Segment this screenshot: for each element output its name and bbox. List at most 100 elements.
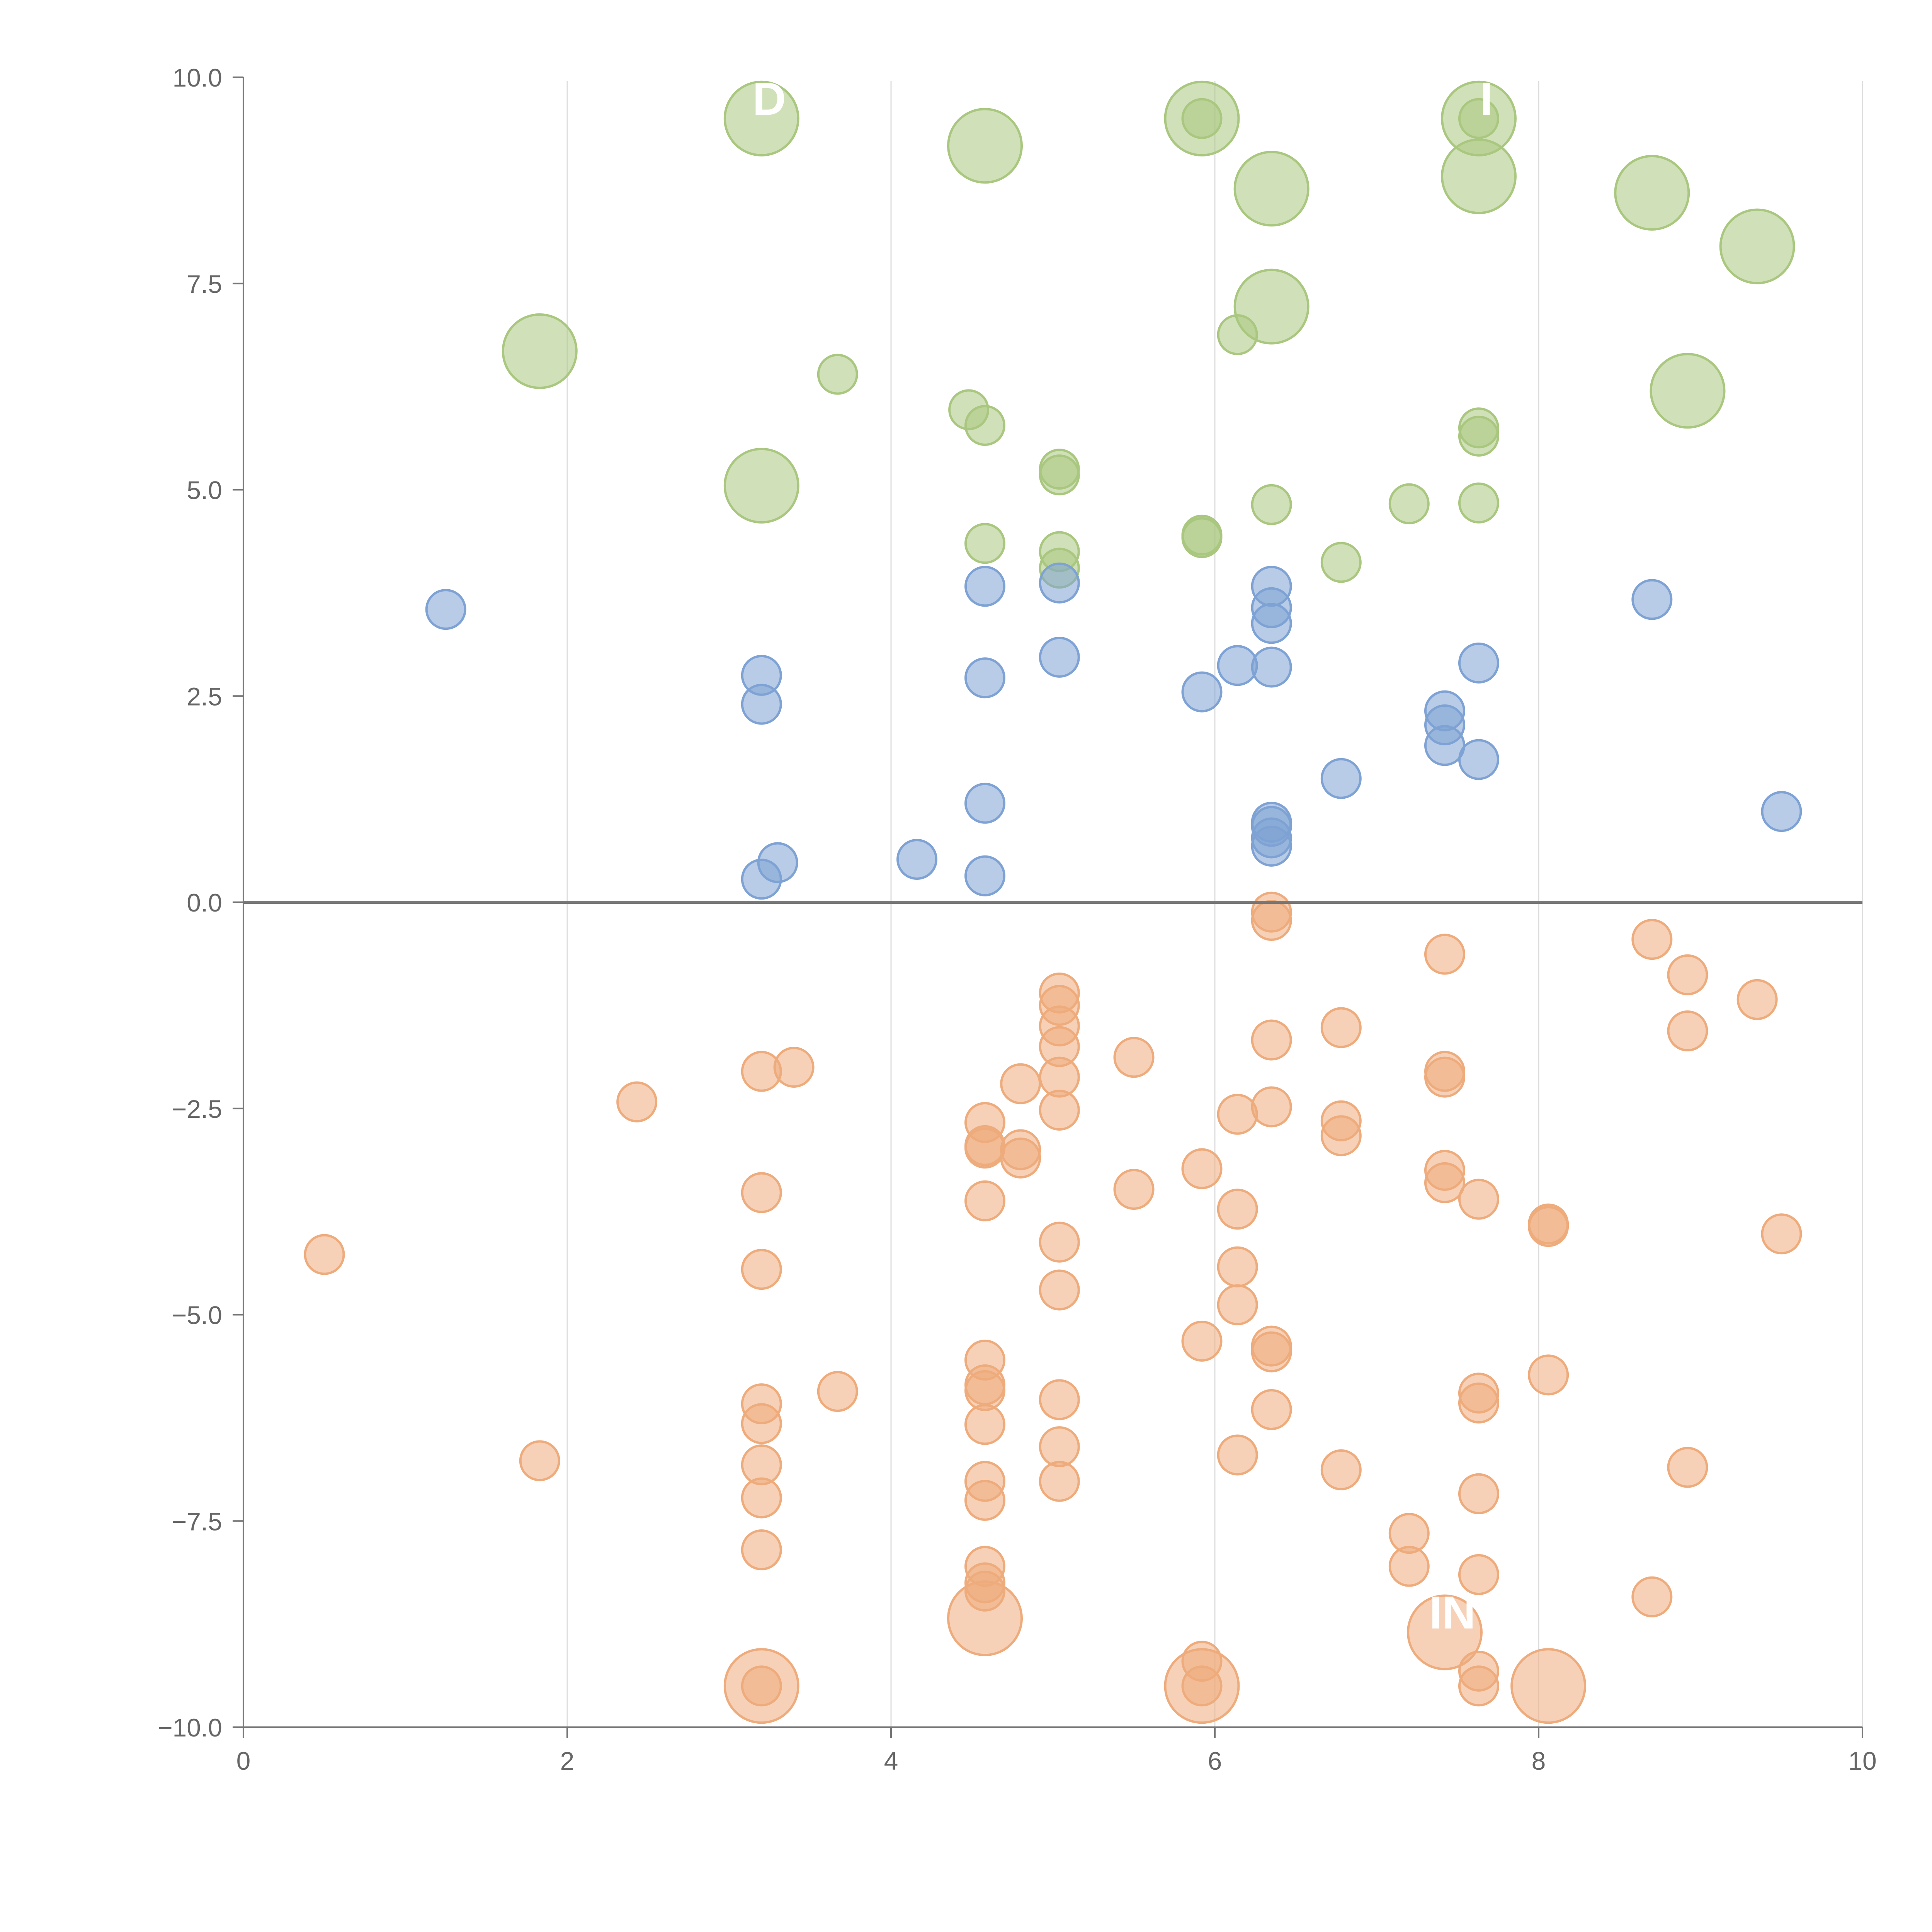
point-orange-46 [1039,1269,1080,1311]
axes: 0 2 4 6 8 10 10.0 7.5 5.0 2.5 0.0 −2.5 −5.0 −7.5 −10.0 [158,63,1877,1775]
point-green-11 [723,447,799,524]
point-orange-89 [723,1648,799,1724]
point-orange-87 [947,1580,1023,1656]
point-orange-14 [1320,1007,1362,1048]
point-orange-41 [1761,1213,1802,1255]
point-green-17 [964,405,1006,446]
y-tick-label: −5.0 [172,1301,222,1330]
point-green-30 [1320,542,1362,583]
point-orange-40 [1528,1206,1569,1247]
point-orange-38 [1458,1179,1499,1220]
point-blue-6 [1631,579,1673,620]
point-blue-17 [1424,725,1465,766]
point-orange-19 [1000,1063,1041,1104]
x-tick-label: 2 [560,1747,575,1775]
grid-lines [566,81,1863,1727]
point-green-21 [1039,454,1080,496]
point-orange-43 [1039,1221,1080,1263]
point-blue-25 [1761,791,1802,832]
point-green-26 [1181,517,1223,558]
point-orange-61 [741,1403,782,1444]
point-green-10 [1650,353,1726,429]
point-green-14 [1217,314,1258,355]
point-orange-37 [1217,1189,1258,1230]
point-orange-4 [1667,954,1708,995]
point-orange-67 [1320,1449,1362,1490]
point-orange-88 [1406,1594,1483,1670]
x-tick-label: 4 [884,1747,898,1775]
point-orange-5 [1736,979,1778,1020]
point-green-4 [1233,151,1310,227]
annotations: D I IN [752,73,1493,1639]
point-orange-42 [304,1234,345,1275]
y-tick-label: −2.5 [172,1095,222,1123]
point-green-6 [1614,155,1690,231]
point-orange-62 [964,1404,1006,1445]
point-orange-90 [1164,1648,1240,1724]
y-tick-label: −7.5 [172,1507,222,1536]
annotation-label: IN [1429,1587,1476,1638]
point-blue-10 [1039,636,1080,678]
point-orange-34 [741,1172,782,1213]
point-blue-27 [757,842,798,883]
point-orange-17 [773,1047,815,1088]
point-orange-48 [1181,1320,1223,1362]
point-green-9 [502,313,578,389]
data-points [304,80,1802,1724]
point-orange-28 [964,1128,1006,1169]
point-orange-79 [1388,1546,1430,1587]
point-orange-71 [1458,1473,1499,1514]
point-orange-59 [1039,1379,1080,1420]
point-orange-72 [741,1477,782,1519]
point-orange-30 [1000,1137,1041,1179]
point-orange-86 [1458,1665,1499,1707]
point-orange-56 [1458,1382,1499,1423]
point-orange-25 [1320,1115,1362,1156]
point-orange-13 [1251,1019,1292,1061]
point-blue-19 [1320,758,1362,799]
point-orange-65 [519,1440,560,1481]
point-green-12 [1181,98,1223,139]
point-blue-5 [1251,603,1292,644]
point-orange-68 [1667,1447,1708,1488]
point-green-7 [1719,208,1795,284]
point-orange-47 [1217,1284,1258,1325]
point-blue-24 [1251,825,1292,867]
y-tick-label: 2.5 [187,682,222,711]
point-blue-12 [1217,645,1258,686]
y-tick-label: 0.0 [187,888,222,917]
point-orange-91 [1510,1648,1587,1724]
point-orange-60 [1251,1389,1292,1430]
point-blue-29 [964,855,1006,896]
point-orange-54 [817,1371,858,1412]
point-orange-75 [741,1529,782,1570]
point-orange-2 [1424,934,1465,975]
point-orange-63 [1039,1426,1080,1468]
point-blue-14 [1458,642,1499,684]
annotation-label: I [1480,73,1493,125]
point-blue-18 [1458,739,1499,780]
point-orange-35 [1113,1168,1155,1210]
point-orange-12 [1039,1090,1080,1131]
point-orange-1 [1251,900,1292,941]
point-orange-80 [1458,1554,1499,1595]
annotation-label: D [752,73,786,125]
point-orange-73 [964,1480,1006,1521]
point-orange-23 [1217,1094,1258,1135]
x-tick-label: 6 [1208,1747,1222,1775]
point-green-24 [1458,482,1499,524]
point-orange-45 [1217,1246,1258,1287]
point-orange-70 [1039,1461,1080,1502]
point-blue-8 [741,684,782,725]
point-orange-31 [1181,1148,1223,1189]
point-orange-15 [1113,1037,1155,1078]
point-green-23 [1388,483,1430,524]
y-tick-label: 10.0 [173,63,222,92]
point-green-15 [817,354,858,395]
point-orange-36 [964,1180,1006,1221]
point-green-1 [947,108,1023,184]
point-blue-11 [1181,671,1223,713]
y-tick-label: −10.0 [158,1713,222,1742]
x-tick-label: 8 [1532,1747,1546,1775]
